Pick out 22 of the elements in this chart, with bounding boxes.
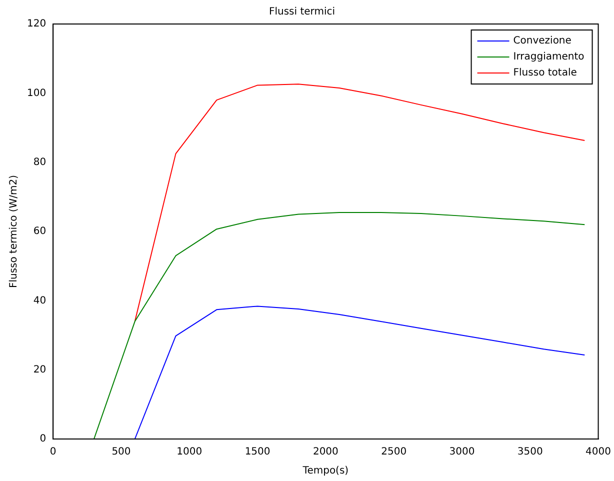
y-axis-title: Flusso termico (W/m2) <box>8 174 20 288</box>
x-axis-title: Tempo(s) <box>302 466 349 477</box>
x-tick-label: 0 <box>50 446 56 458</box>
y-tick-label: 0 <box>40 434 46 445</box>
y-tick-label: 80 <box>33 156 46 168</box>
x-tick-label: 2000 <box>312 446 338 458</box>
x-tick-label: 500 <box>112 446 131 458</box>
y-tick-label: 60 <box>33 226 46 238</box>
y-tick-label: 40 <box>33 295 46 306</box>
x-tick-label: 3500 <box>517 446 543 458</box>
x-tick-label: 4000 <box>586 446 611 458</box>
x-tick-label: 1500 <box>244 446 270 458</box>
legend-label: Irraggiamento <box>513 52 584 63</box>
chart-title: Flussi termici <box>268 6 336 18</box>
x-tick-label: 3000 <box>449 446 475 458</box>
legend-label: Flusso totale <box>513 68 577 79</box>
y-tick-label: 120 <box>26 18 46 30</box>
legend-label: Convezione <box>513 36 572 47</box>
y-tick-label: 20 <box>33 364 46 376</box>
y-tick-label: 100 <box>26 88 46 99</box>
x-tick-label: 2500 <box>381 446 407 458</box>
x-tick-label: 1000 <box>176 446 202 458</box>
